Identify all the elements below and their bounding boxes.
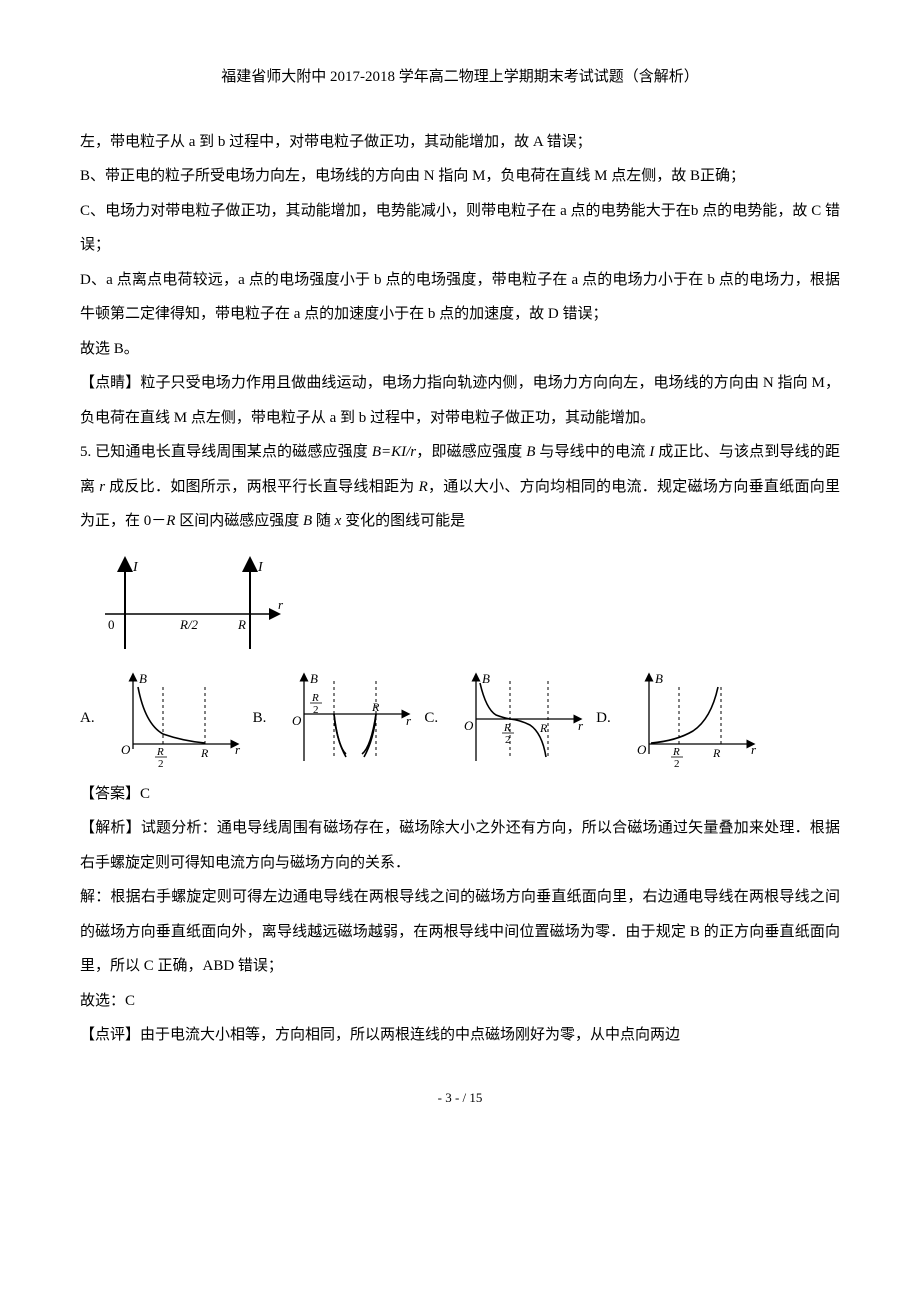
svg-text:R: R: [156, 746, 164, 758]
svg-text:r: r: [578, 718, 584, 733]
paragraph: D、a 点离点电荷较远，a 点的电场强度小于 b 点的电场强度，带电粒子在 a …: [80, 263, 840, 332]
option-c-chart: B O r R 2 R: [448, 669, 588, 769]
question-5: 5. 已知通电长直导线周围某点的磁感应强度 B=KI/r，即磁感应强度 B 与导…: [80, 435, 840, 539]
paragraph: B、带正电的粒子所受电场力向左，电场线的方向由 N 指向 M，负电荷在直线 M …: [80, 159, 840, 194]
options-row: A. B O r R 2 R B. B O r: [80, 669, 840, 769]
svg-text:R: R: [237, 617, 246, 632]
svg-text:2: 2: [505, 734, 511, 746]
svg-text:0: 0: [108, 617, 115, 632]
q5-text: 成反比．如图所示，两根平行长直导线相距为: [105, 479, 418, 495]
svg-text:2: 2: [158, 758, 164, 769]
q5-formula: B=KI/r: [372, 444, 416, 460]
option-a-chart: B O r R 2 R: [105, 669, 245, 769]
solution: 解：根据右手螺旋定则可得左边通电导线在两根导线之间的磁场方向垂直纸面向里，右边通…: [80, 880, 840, 984]
svg-text:R: R: [672, 746, 680, 758]
svg-text:R/2: R/2: [179, 617, 199, 632]
svg-text:r: r: [235, 742, 241, 757]
svg-text:I: I: [257, 560, 264, 575]
option-c-label: C.: [424, 701, 438, 736]
svg-text:B: B: [310, 671, 318, 686]
q5-text: 与导线中的电流: [535, 444, 649, 460]
option-a-label: A.: [80, 701, 95, 736]
paragraph: 【点睛】粒子只受电场力作用且做曲线运动，电场力指向轨迹内侧，电场力方向向左，电场…: [80, 366, 840, 435]
page-header: 福建省师大附中 2017-2018 学年高二物理上学期期末考试试题（含解析）: [80, 60, 840, 95]
q5-var: B: [303, 513, 312, 529]
svg-text:r: r: [406, 713, 412, 728]
option-b-chart: B O r R 2 R: [276, 669, 416, 769]
svg-text:2: 2: [313, 704, 319, 716]
svg-text:R: R: [371, 700, 380, 714]
svg-text:B: B: [655, 671, 663, 686]
svg-text:B: B: [482, 671, 490, 686]
svg-text:r: r: [278, 597, 284, 612]
svg-text:B: B: [139, 671, 147, 686]
svg-text:O: O: [464, 718, 474, 733]
svg-text:O: O: [292, 713, 302, 728]
option-d-label: D.: [596, 701, 611, 736]
paragraph: C、电场力对带电粒子做正功，其动能增加，电势能减小，则带电粒子在 a 点的电势能…: [80, 194, 840, 263]
answer: 【答案】C: [80, 777, 840, 812]
q5-text: 5. 已知通电长直导线周围某点的磁感应强度: [80, 444, 372, 460]
svg-text:O: O: [121, 742, 131, 757]
wire-diagram: I I 0 R/2 R r: [80, 549, 840, 659]
option-d-chart: B O r R 2 R: [621, 669, 761, 769]
q5-text: 变化的图线可能是: [341, 513, 465, 529]
paragraph: 左，带电粒子从 a 到 b 过程中，对带电粒子做正功，其动能增加，故 A 错误；: [80, 125, 840, 160]
svg-text:R: R: [503, 722, 511, 734]
svg-text:R: R: [712, 746, 721, 760]
analysis: 【解析】试题分析：通电导线周围有磁场存在，磁场除大小之外还有方向，所以合磁场通过…: [80, 811, 840, 880]
page-footer: - 3 - / 15: [80, 1083, 840, 1113]
page-number: - 3 - / 15: [438, 1090, 483, 1105]
q5-text: 区间内磁感应强度: [175, 513, 303, 529]
paragraph: 故选 B。: [80, 332, 840, 367]
comment: 【点评】由于电流大小相等，方向相同，所以两根连线的中点磁场刚好为零，从中点向两边: [80, 1018, 840, 1053]
svg-text:O: O: [637, 742, 647, 757]
svg-text:R: R: [539, 721, 548, 735]
svg-text:I: I: [132, 560, 139, 575]
q5-text: ，即磁感应强度: [416, 444, 526, 460]
svg-text:R: R: [311, 692, 319, 704]
paragraph: 故选：C: [80, 984, 840, 1019]
header-title: 福建省师大附中 2017-2018 学年高二物理上学期期末考试试题（含解析）: [221, 69, 699, 85]
option-b-label: B.: [253, 701, 267, 736]
q5-var: R: [419, 479, 428, 495]
svg-text:r: r: [751, 742, 757, 757]
q5-text: 随: [312, 513, 335, 529]
svg-text:2: 2: [674, 758, 680, 769]
svg-text:R: R: [200, 746, 209, 760]
wire-diagram-svg: I I 0 R/2 R r: [80, 549, 290, 659]
